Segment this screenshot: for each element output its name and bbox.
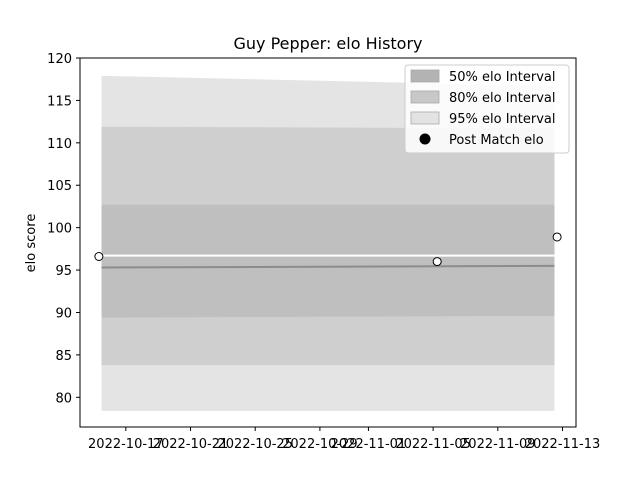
legend-marker-post-match [419,133,431,145]
x-tick-label-8: 2022-11-13 [525,437,601,452]
y-tick-label-6: 105 [47,179,72,194]
legend-label-1: 50% elo Interval [449,70,556,85]
x-tick-label-1: 2022-10-17 [88,437,164,452]
post-match-point-3 [552,232,562,242]
chart-title: Guy Pepper: elo History [233,34,422,53]
x-tick-label-3: 2022-10-25 [217,437,293,452]
y-tick-label-3: 90 [55,306,72,321]
post-match-point-2 [432,257,442,267]
y-tick-label-1: 80 [55,391,72,406]
x-tick-label-2: 2022-10-21 [153,437,229,452]
y-axis-label: elo score [24,214,39,273]
x-tick-label-7: 2022-11-09 [460,437,536,452]
legend-label-3: 95% elo Interval [449,112,556,127]
post-match-point-1 [94,251,104,261]
plot-area: 808590951001051101151202022-10-172022-10… [47,52,600,452]
band-50-interval [101,204,555,318]
y-tick-label-7: 110 [47,137,72,152]
legend: 50% elo Interval 80% elo Interval 95% elo … [404,64,570,154]
y-tick-label-8: 115 [47,94,72,109]
x-tick-label-5: 2022-11-01 [331,437,407,452]
y-tick-label-9: 120 [47,52,72,67]
y-tick-label-2: 85 [55,349,72,364]
mean-elo-line [101,264,555,269]
y-tick-label-5: 100 [47,222,72,237]
legend-box [404,64,570,154]
legend-swatch-1 [410,69,440,83]
plot-frame [79,57,577,428]
y-tick-label-4: 95 [55,264,72,279]
legend-swatch-2 [410,90,440,104]
x-tick-label-4: 2022-10-29 [282,437,358,452]
legend-label-4: Post Match elo [449,133,544,148]
x-tick-label-6: 2022-11-05 [395,437,471,452]
legend-label-2: 80% elo Interval [449,91,556,106]
legend-swatch-3 [410,111,440,125]
